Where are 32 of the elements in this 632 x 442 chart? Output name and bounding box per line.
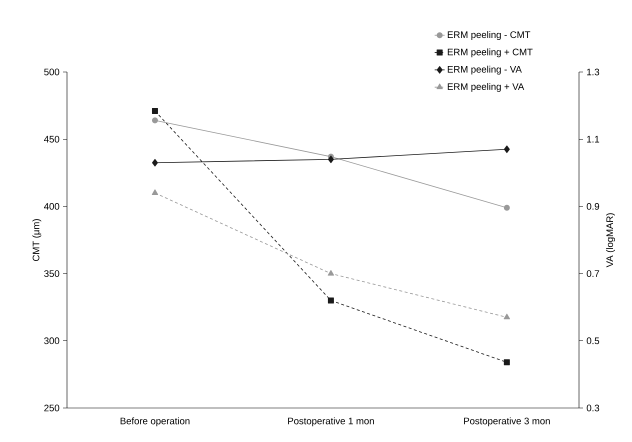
y2-tick-label: 0.3 bbox=[586, 404, 600, 412]
point bbox=[152, 117, 158, 124]
legend-label: ERM peeling + VA bbox=[448, 83, 524, 92]
y2-tick-label: 0.9 bbox=[586, 203, 600, 210]
point bbox=[504, 204, 510, 211]
point bbox=[504, 314, 510, 320]
y2-tick-label: 1.1 bbox=[587, 136, 600, 142]
legend-label: ERM peeling - VA bbox=[448, 66, 522, 75]
y-tick-label: 450 bbox=[44, 136, 60, 143]
x-tick-label: Postoperative 1 mon bbox=[288, 417, 374, 426]
point bbox=[152, 108, 158, 114]
x-tick-label: Before operation bbox=[120, 417, 190, 426]
y2-axis-title: VA (logMAR) bbox=[606, 213, 615, 268]
point bbox=[152, 189, 158, 195]
y2-tick-label: 0.7 bbox=[586, 270, 600, 277]
y-tick-label: 300 bbox=[44, 337, 60, 344]
point bbox=[328, 297, 334, 304]
y2-tick-label: 0.5 bbox=[586, 337, 600, 344]
y-tick-label: 400 bbox=[44, 203, 60, 210]
point bbox=[504, 359, 510, 366]
y2-tick-label: 1.3 bbox=[587, 68, 600, 76]
legend-label: ERM peeling - CMT bbox=[448, 31, 530, 40]
point bbox=[328, 270, 334, 276]
point bbox=[152, 158, 158, 167]
point bbox=[328, 156, 334, 164]
x-tick-label: Postoperative 3 mon bbox=[464, 417, 550, 426]
point bbox=[504, 145, 510, 154]
y-tick-label: 500 bbox=[44, 68, 60, 76]
y-axis-title: CMT (μm) bbox=[32, 219, 42, 261]
y-tick-label: 250 bbox=[44, 404, 60, 412]
y-tick-label: 350 bbox=[44, 270, 60, 277]
legend-label: ERM peeling + CMT bbox=[448, 48, 533, 58]
